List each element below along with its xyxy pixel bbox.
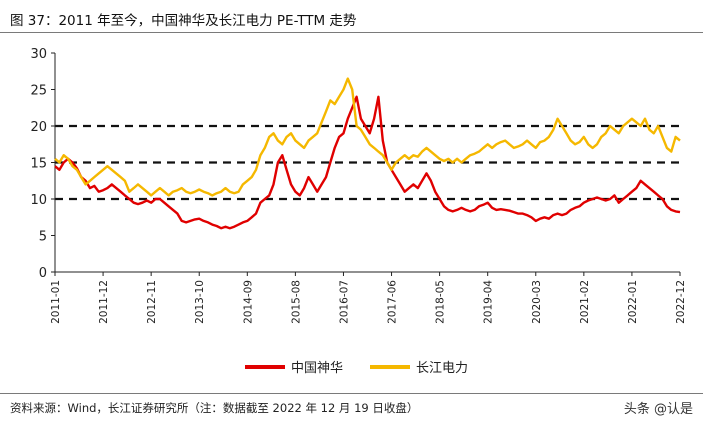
top-rule (0, 32, 703, 33)
x-tick-label: 2014-09 (242, 280, 254, 324)
series-line (54, 77, 681, 197)
series-lines (54, 77, 681, 230)
x-tick-label: 2022-12 (675, 280, 687, 324)
watermark: 头条 @认是 (623, 402, 693, 417)
legend-label: 中国神华 (291, 361, 343, 376)
bottom-rule (0, 393, 703, 394)
x-tick-label: 2019-04 (483, 280, 495, 324)
series-line (54, 95, 681, 230)
y-tick-label: 30 (30, 47, 47, 62)
x-tick-label: 2011-12 (98, 280, 110, 324)
line-chart: 0 5 10 15 20 25 30 2011-01 2011-12 2012-11 2013-10… (30, 47, 687, 376)
x-tick-label: 2020-03 (531, 280, 543, 324)
y-tick-label: 20 (30, 120, 47, 135)
x-tick-label: 2022-01 (627, 280, 639, 324)
x-tick-label: 2016-07 (338, 280, 350, 324)
legend: 中国神华 长江电力 (245, 361, 468, 376)
axes: 0 5 10 15 20 25 30 2011-01 2011-12 2012-11 2013-10… (30, 47, 687, 324)
y-tick-label: 0 (39, 266, 47, 281)
x-tick-label: 2017-06 (387, 280, 399, 324)
figure-title: 图 37：2011 年至今，中国神华及长江电力 PE-TTM 走势 (10, 13, 357, 29)
y-tick-label: 25 (30, 84, 47, 99)
x-tick-label: 2012-11 (146, 280, 158, 324)
x-tick-label: 2015-08 (290, 280, 302, 324)
y-tick-label: 15 (30, 157, 47, 172)
legend-label: 长江电力 (416, 361, 468, 376)
x-tick-label: 2013-10 (194, 280, 206, 324)
reference-lines (55, 124, 680, 201)
x-tick-label: 2011-01 (50, 280, 62, 324)
x-tick-label: 2018-05 (435, 280, 447, 324)
source-note: 资料来源：Wind，长江证券研究所（注：数据截至 2022 年 12 月 19 … (10, 401, 419, 415)
y-tick-label: 5 (39, 230, 47, 245)
x-tick-label: 2021-02 (579, 280, 591, 324)
y-tick-label: 10 (30, 193, 47, 208)
